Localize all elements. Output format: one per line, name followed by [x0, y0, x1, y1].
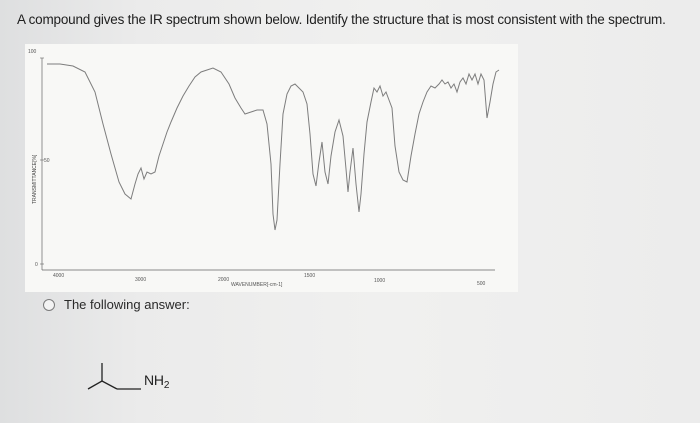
answer-choice[interactable]: The following answer:	[43, 297, 190, 312]
amine-label-subscript: 2	[163, 380, 170, 391]
x-tick-2000: 2000	[218, 277, 229, 283]
molecule-skeletal-structure	[87, 363, 141, 390]
y-tick-100: 100	[28, 49, 37, 55]
x-tick-4000: 4000	[53, 273, 64, 279]
x-tick-3000: 3000	[135, 277, 146, 283]
ir-spectrum-image: 100 50 0 TRANSMITTANCE[%] 4000 3000 2000…	[25, 44, 518, 292]
answer-radio-button[interactable]	[43, 298, 55, 311]
x-tick-500: 500	[477, 281, 486, 287]
ir-spectrum-trace	[47, 63, 500, 231]
question-text: A compound gives the IR spectrum shown b…	[17, 12, 666, 27]
x-axis-label: WAVENUMBER[-cm-1]	[231, 282, 283, 288]
x-tick-1500: 1500	[304, 273, 315, 279]
y-tick-0: 0	[35, 262, 38, 268]
ir-spectrum-plot: 100 50 0 TRANSMITTANCE[%] 4000 3000 2000…	[28, 49, 500, 288]
y-axis-label: TRANSMITTANCE[%]	[32, 154, 38, 204]
amine-label-main: NH	[144, 372, 164, 388]
y-tick-50: 50	[44, 158, 50, 164]
answer-choice-label: The following answer:	[64, 297, 190, 312]
x-tick-1000: 1000	[374, 278, 385, 284]
amine-group-label: NH2	[144, 372, 169, 391]
